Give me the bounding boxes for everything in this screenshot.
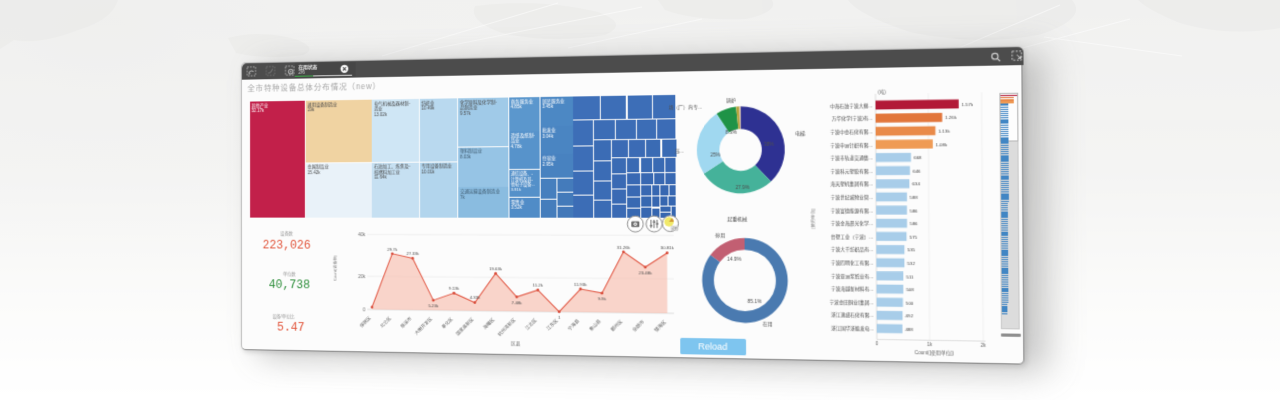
svg-text:宁波金田铜业(集团...: 宁波金田铜业(集团...: [830, 298, 874, 305]
svg-text:海天塑机集团有限...: 海天塑机集团有限...: [831, 180, 873, 187]
svg-text:27.9%: 27.9%: [735, 184, 749, 190]
svg-text:宁波市轨道交通集...: 宁波市轨道交通集...: [830, 154, 872, 161]
svg-text:场（厂）内专...: 场（厂）内专...: [669, 103, 702, 111]
svg-text:646: 646: [913, 168, 922, 174]
svg-text:锅炉: 锅炉: [726, 96, 737, 104]
svg-text:4.33k: 4.33k: [470, 295, 481, 301]
svg-text:668: 668: [914, 155, 923, 161]
svg-text:台塑工业（宁波）...: 台塑工业（宁波）...: [831, 233, 873, 240]
svg-text:国家高新区: 国家高新区: [454, 315, 476, 337]
svg-text:象山县: 象山县: [587, 317, 603, 333]
svg-text:511: 511: [906, 274, 914, 280]
svg-text:起重机械: 起重机械: [727, 216, 747, 224]
svg-text:说明: 说明: [671, 226, 677, 230]
svg-text:535: 535: [907, 247, 916, 253]
svg-text:江北区: 江北区: [523, 316, 539, 332]
svg-text:大榭开发区: 大榭开发区: [413, 315, 434, 337]
svg-text:7.48k: 7.48k: [511, 300, 523, 306]
svg-text:492: 492: [905, 313, 914, 319]
svg-text:634: 634: [912, 181, 921, 187]
svg-text:508: 508: [906, 287, 915, 293]
svg-text:宁波富德能源有限...: 宁波富德能源有限...: [831, 207, 873, 214]
svg-text:11.2k: 11.2k: [533, 282, 544, 288]
svg-text:20k: 20k: [358, 274, 366, 279]
svg-text:1k: 1k: [927, 342, 933, 348]
svg-text:9.13k: 9.13k: [449, 286, 460, 292]
svg-text:1.26k: 1.26k: [945, 115, 958, 121]
svg-text:1: 1: [558, 315, 561, 321]
svg-text:宁波申洲针织有限...: 宁波申洲针织有限...: [830, 141, 872, 148]
svg-text:余姚市: 余姚市: [631, 318, 647, 334]
svg-text:[使用单位]: [使用单位]: [810, 209, 816, 229]
svg-text:586: 586: [910, 221, 919, 227]
svg-text:29.7k: 29.7k: [387, 246, 398, 251]
svg-text:40k: 40k: [358, 232, 366, 237]
svg-text:9.9k: 9.9k: [598, 296, 607, 302]
svg-text:万华化学(宁波)有...: 万华化学(宁波)有...: [832, 115, 873, 122]
svg-text:25%: 25%: [711, 152, 721, 158]
svg-text:0: 0: [363, 307, 366, 312]
svg-text:宁波金海晨光化学...: 宁波金海晨光化学...: [831, 220, 873, 227]
svg-text:浙江国华浙能发电...: 浙江国华浙能发电...: [831, 324, 873, 331]
svg-text:31.26k: 31.26k: [617, 244, 631, 250]
svg-text:8.3%: 8.3%: [726, 129, 737, 135]
svg-text:5.23k: 5.23k: [428, 303, 439, 309]
svg-text:14.9%: 14.9%: [727, 257, 741, 263]
svg-text:鄞州区: 鄞州区: [609, 317, 625, 333]
svg-text:宁波海越新材料有...: 宁波海越新材料有...: [831, 285, 873, 292]
svg-text:38%: 38%: [764, 142, 774, 148]
svg-text:488: 488: [905, 326, 914, 332]
svg-text:北仑区: 北仑区: [378, 314, 393, 330]
svg-text:在用: 在用: [763, 320, 773, 328]
svg-text:奉化区: 奉化区: [440, 315, 455, 331]
svg-text:宁海县: 宁海县: [566, 317, 582, 333]
svg-text:保税区: 保税区: [358, 314, 373, 329]
svg-text:1.08k: 1.08k: [935, 141, 948, 147]
svg-text:宁波四明化工有限...: 宁波四明化工有限...: [831, 259, 873, 266]
svg-text:Count([使用单位]): Count([使用单位]): [914, 349, 954, 358]
svg-text:慈溪市: 慈溪市: [399, 314, 414, 330]
svg-text:浙江逸盛石化有限...: 浙江逸盛石化有限...: [831, 311, 873, 318]
svg-text:588: 588: [910, 194, 919, 200]
svg-text:区县: 区县: [511, 341, 521, 348]
svg-text:500: 500: [906, 300, 915, 306]
svg-text:电梯: 电梯: [795, 129, 806, 137]
svg-text:0: 0: [875, 341, 879, 347]
svg-text:575: 575: [909, 234, 918, 240]
svg-text:(吨): (吨): [878, 88, 887, 95]
svg-text:镇海区: 镇海区: [652, 318, 668, 334]
svg-text:海曙区: 海曙区: [481, 316, 496, 332]
svg-text:宁波世纪城物业管...: 宁波世纪城物业管...: [831, 193, 873, 200]
svg-text:19.63k: 19.63k: [489, 266, 503, 272]
svg-text:27.33k: 27.33k: [406, 251, 420, 256]
svg-text:Count(设备数): Count(设备数): [332, 254, 337, 281]
svg-text:1.13k: 1.13k: [938, 128, 951, 134]
svg-text:23.48k: 23.48k: [639, 270, 653, 276]
svg-text:杭州湾新区: 杭州湾新区: [496, 316, 518, 338]
svg-text:停用: 停用: [715, 231, 725, 239]
svg-text:586: 586: [910, 208, 919, 214]
svg-text:宁波亚洲浆纸业有...: 宁波亚洲浆纸业有...: [831, 272, 873, 279]
svg-text:压...: 压...: [675, 148, 684, 155]
svg-text:中海石油宁波大榭...: 中海石油宁波大榭...: [830, 102, 872, 109]
svg-text:85.1%: 85.1%: [748, 298, 762, 304]
svg-text:宁波中金石化有限...: 宁波中金石化有限...: [830, 128, 872, 135]
svg-text:30.81k: 30.81k: [660, 245, 674, 251]
svg-text:宁波科元塑胶有限...: 宁波科元塑胶有限...: [830, 167, 872, 174]
svg-text:宁波大千纺织品有...: 宁波大千纺织品有...: [831, 246, 873, 253]
svg-text:1.57k: 1.57k: [961, 101, 974, 107]
svg-text:2k: 2k: [981, 343, 987, 349]
svg-text:11.93k: 11.93k: [574, 281, 588, 287]
svg-text:532: 532: [907, 260, 916, 266]
